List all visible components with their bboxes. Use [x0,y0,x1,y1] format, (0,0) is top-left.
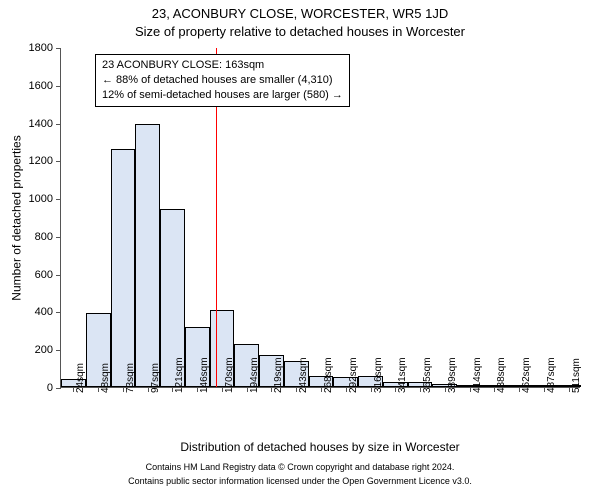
y-tick-label: 800 [35,231,61,243]
y-tick-label: 1600 [29,80,61,92]
chart-container: 23, ACONBURY CLOSE, WORCESTER, WR5 1JD S… [0,0,600,500]
x-tick-label: 341sqm [397,357,408,393]
x-tick [371,387,372,392]
x-tick-label: 121sqm [174,357,185,393]
histogram-bar [111,149,136,387]
x-tick-label: 438sqm [496,357,507,393]
x-tick-label: 316sqm [373,357,384,393]
footnote-2: Contains public sector information licen… [0,476,600,486]
y-tick-label: 1800 [29,42,61,54]
x-tick-label: 146sqm [199,357,210,393]
x-tick [445,387,446,392]
x-tick [420,387,421,392]
x-tick-label: 414sqm [472,357,483,393]
x-tick [470,387,471,392]
x-tick [148,387,149,392]
annotation-line2: ← 88% of detached houses are smaller (4,… [102,73,343,88]
x-tick [519,387,520,392]
y-tick-label: 200 [35,344,61,356]
annotation-line3: 12% of semi-detached houses are larger (… [102,88,343,103]
y-tick-label: 600 [35,269,61,281]
x-tick-label: 389sqm [447,357,458,393]
x-tick [544,387,545,392]
x-tick-label: 24sqm [75,363,86,393]
footnote-1: Contains HM Land Registry data © Crown c… [0,462,600,472]
x-tick [222,387,223,392]
x-tick-label: 194sqm [249,357,260,393]
y-tick-label: 0 [47,382,61,394]
x-tick-label: 462sqm [521,357,532,393]
y-tick-label: 400 [35,306,61,318]
x-tick-label: 365sqm [422,357,433,393]
y-axis-label: Number of detached properties [10,48,24,388]
x-tick-label: 97sqm [150,363,161,393]
x-tick-label: 219sqm [273,357,284,393]
y-tick-label: 1400 [29,118,61,130]
annotation-line1: 23 ACONBURY CLOSE: 163sqm [102,58,343,73]
x-tick [98,387,99,392]
chart-title: 23, ACONBURY CLOSE, WORCESTER, WR5 1JD [0,6,600,21]
x-tick [346,387,347,392]
x-tick-label: 243sqm [298,357,309,393]
x-tick-label: 48sqm [100,363,111,393]
x-tick-label: 73sqm [125,363,136,393]
y-tick-label: 1200 [29,155,61,167]
x-axis-label: Distribution of detached houses by size … [60,440,580,454]
x-tick [247,387,248,392]
y-tick-label: 1000 [29,193,61,205]
x-tick [569,387,570,392]
x-tick-label: 511sqm [571,358,582,393]
property-annotation: 23 ACONBURY CLOSE: 163sqm ← 88% of detac… [95,54,350,107]
histogram-bar [135,124,160,387]
x-tick-label: 487sqm [546,357,557,393]
chart-subtitle: Size of property relative to detached ho… [0,24,600,39]
x-tick [123,387,124,392]
x-tick-label: 268sqm [323,357,334,393]
plot-area: 02004006008001000120014001600180024sqm48… [60,48,580,388]
x-tick-label: 170sqm [224,357,235,393]
x-tick-label: 292sqm [348,357,359,393]
x-tick [321,387,322,392]
